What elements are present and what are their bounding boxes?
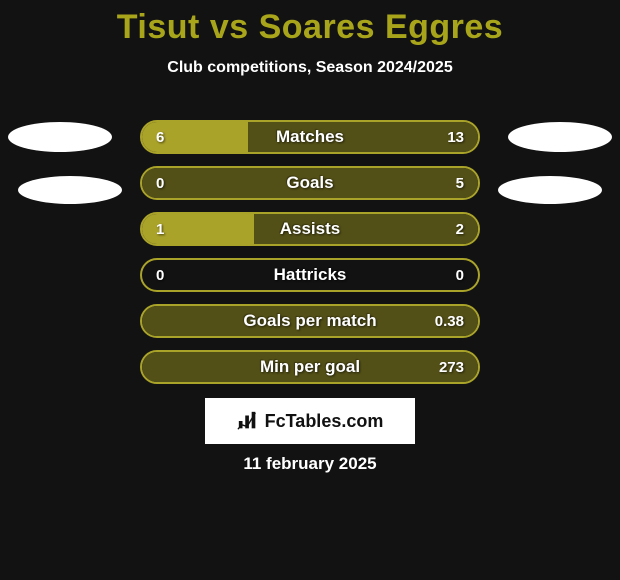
stat-row: 613Matches [140, 120, 480, 154]
stat-label: Hattricks [142, 260, 478, 290]
player-left-marker-2 [18, 176, 122, 204]
bar-chart-icon [237, 410, 259, 432]
player-right-marker-1 [508, 122, 612, 152]
stat-row: 05Goals [140, 166, 480, 200]
page-subtitle: Club competitions, Season 2024/2025 [0, 59, 620, 77]
stat-row: 12Assists [140, 212, 480, 246]
player-left-marker-1 [8, 122, 112, 152]
stat-label: Goals per match [142, 306, 478, 336]
stat-row: 273Min per goal [140, 350, 480, 384]
stat-label: Assists [142, 214, 478, 244]
stat-label: Min per goal [142, 352, 478, 382]
stat-row: 0.38Goals per match [140, 304, 480, 338]
brand-badge[interactable]: FcTables.com [205, 398, 415, 444]
stat-row: 00Hattricks [140, 258, 480, 292]
player-right-marker-2 [498, 176, 602, 204]
page-title: Tisut vs Soares Eggres [0, 0, 620, 47]
brand-label: FcTables.com [265, 411, 384, 432]
date-text: 11 february 2025 [0, 454, 620, 474]
stat-label: Goals [142, 168, 478, 198]
stats-bars: 613Matches 05Goals 12Assists 00Hattricks 0.3… [140, 120, 480, 396]
stat-label: Matches [142, 122, 478, 152]
